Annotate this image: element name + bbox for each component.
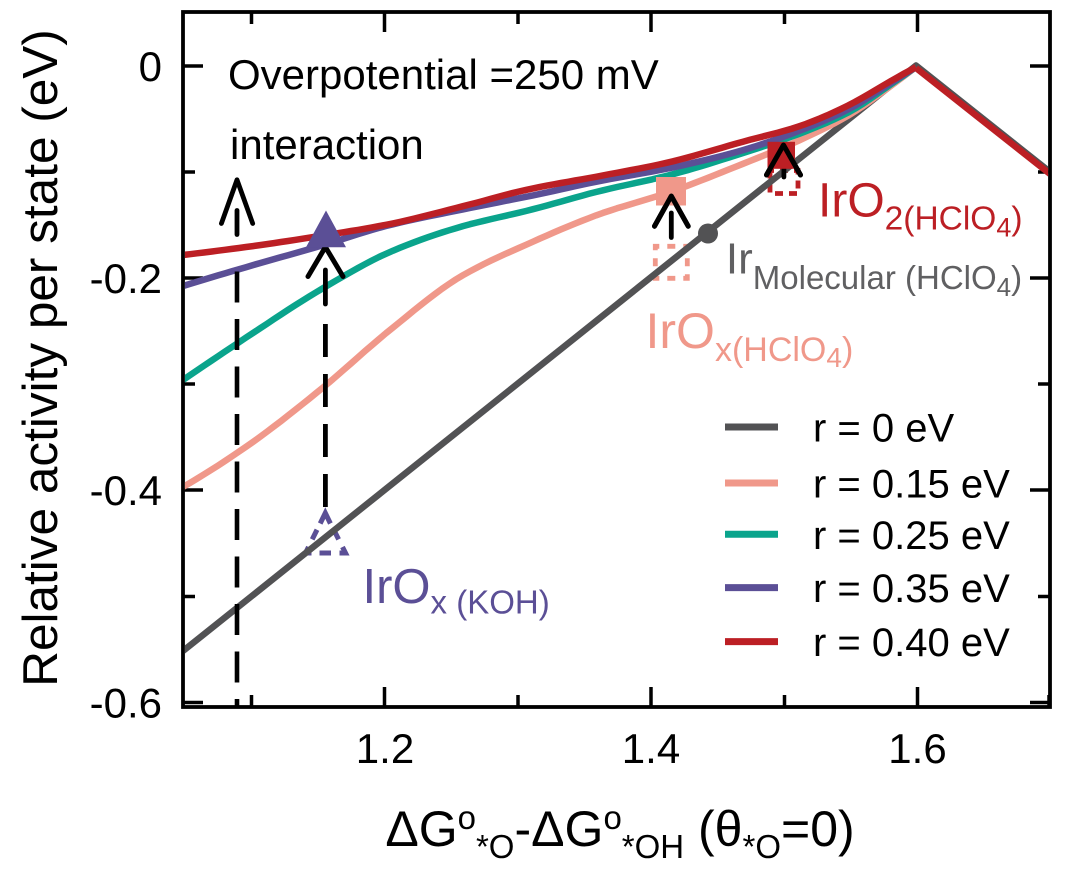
svg-text:r = 0.35 eV: r = 0.35 eV: [813, 567, 1010, 611]
svg-text:r = 0.15 eV: r = 0.15 eV: [813, 463, 1010, 507]
svg-text:-0.4: -0.4: [90, 467, 162, 514]
svg-text:0: 0: [139, 43, 162, 90]
svg-text:r = 0.40 eV: r = 0.40 eV: [813, 621, 1010, 665]
svg-text:IrOx(HClO4): IrOx(HClO4): [646, 303, 854, 373]
svg-text:IrO2(HClO4): IrO2(HClO4): [818, 175, 1023, 243]
svg-text:-0.2: -0.2: [90, 255, 162, 302]
svg-text:r = 0 eV: r = 0 eV: [813, 407, 955, 451]
svg-text:-0.6: -0.6: [90, 680, 162, 727]
svg-text:IrOx (KOH): IrOx (KOH): [363, 560, 550, 621]
svg-text:1.2: 1.2: [356, 725, 414, 772]
svg-text:r = 0.25 eV: r = 0.25 eV: [813, 514, 1010, 558]
svg-text:1.6: 1.6: [888, 725, 946, 772]
svg-text:1.4: 1.4: [622, 725, 680, 772]
svg-text:Relative activity per state (e: Relative activity per state (eV): [13, 29, 68, 687]
svg-text:interaction: interaction: [230, 121, 424, 168]
svg-text:ΔGo*O-ΔGo*OH (θ*O=0): ΔGo*O-ΔGo*OH (θ*O=0): [385, 799, 854, 865]
svg-text:Overpotential =250 mV: Overpotential =250 mV: [228, 51, 659, 98]
svg-text:IrMolecular (HClO4): IrMolecular (HClO4): [726, 235, 1022, 303]
